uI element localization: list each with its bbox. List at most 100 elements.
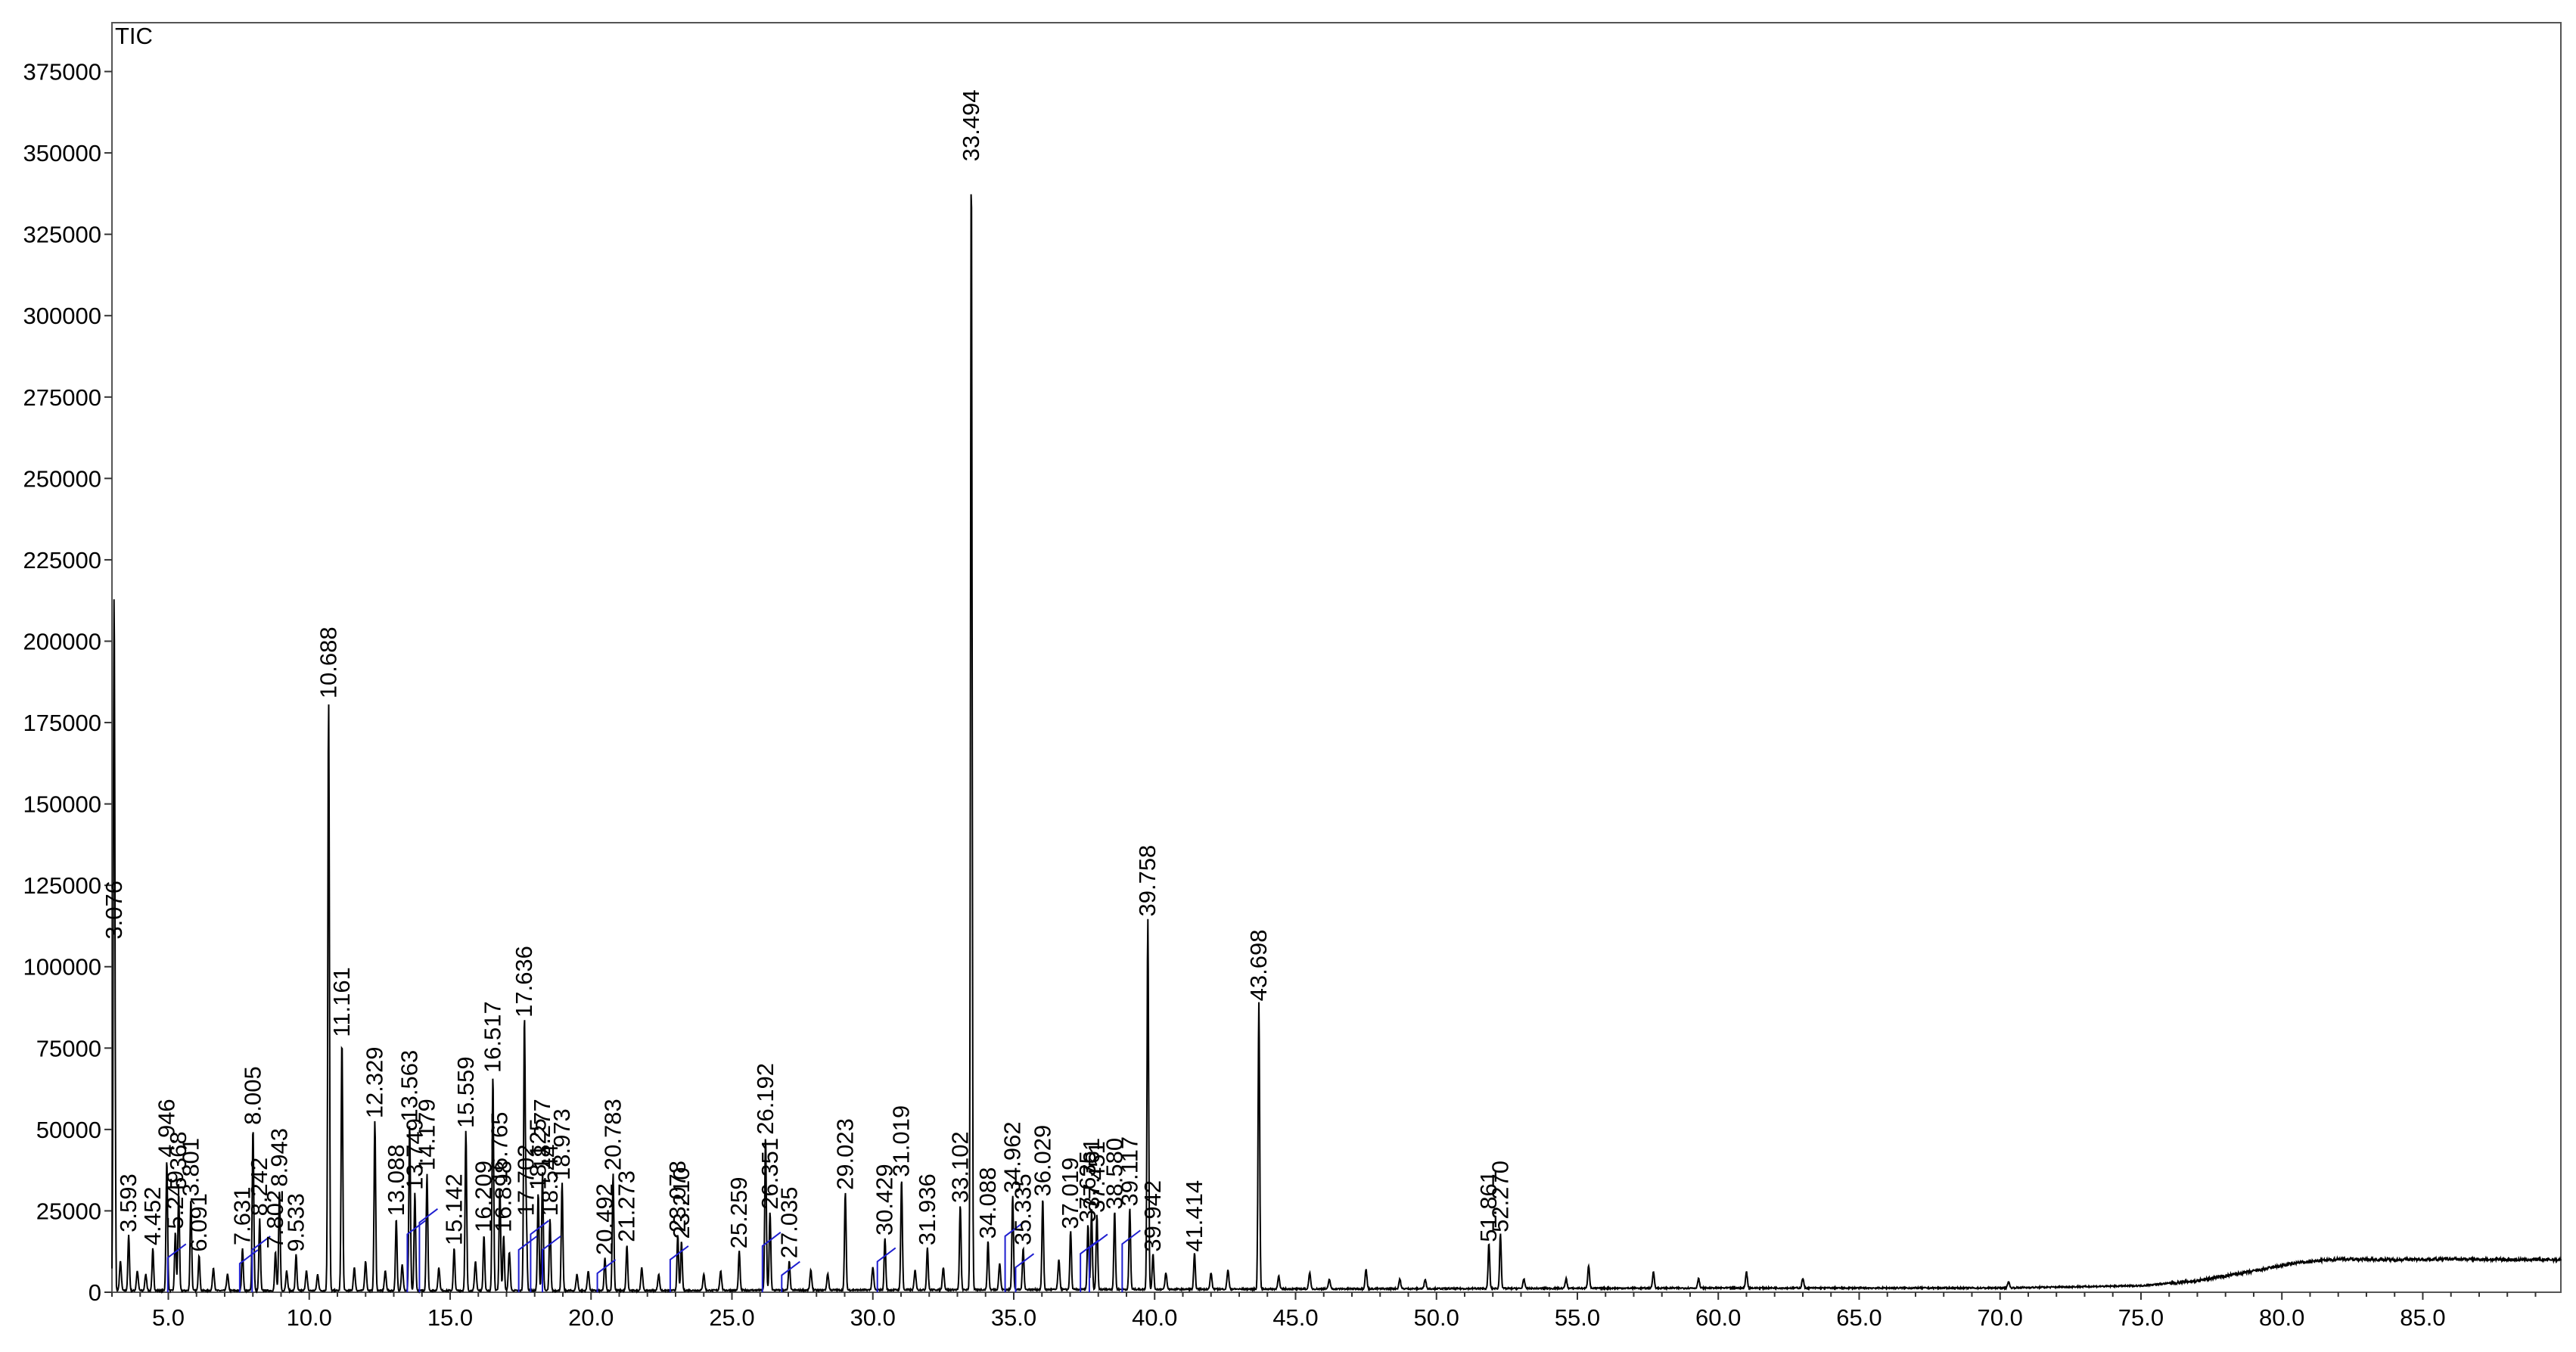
x-tick-label: 50.0 (1414, 1304, 1459, 1331)
x-axis: 5.0 10.0 15.0 20.0 25.0 30.0 35.0 40.0 45.0 50.0 5… (111, 1292, 2537, 1331)
peak-label: 3.801 (177, 1138, 204, 1197)
peak-label: 17.702 (513, 1145, 539, 1217)
peak-label: 23.078 (664, 1161, 691, 1232)
peak-label: 39.942 (1139, 1180, 1166, 1252)
peak-label: 8.943 (266, 1128, 292, 1187)
y-tick-label: 50000 (36, 1117, 101, 1143)
peak-label: 34.088 (974, 1167, 1001, 1239)
y-tick-label: 225000 (23, 547, 101, 573)
peak-label: 41.414 (1181, 1180, 1207, 1252)
integration-mark (418, 1208, 439, 1292)
peak-label: 37.451 (1083, 1141, 1110, 1213)
integration-mark (596, 1259, 617, 1292)
peak-label: 17.636 (511, 946, 537, 1018)
peak-label: 25.259 (726, 1177, 752, 1249)
peak-label: 20.492 (592, 1183, 618, 1255)
peak-label: 31.936 (914, 1173, 940, 1245)
peak-label: 35.335 (1009, 1173, 1036, 1245)
peak-label: 4.946 (153, 1099, 179, 1158)
tic-trace-line (111, 194, 2562, 1295)
y-tick-label: 150000 (23, 791, 101, 818)
integration-mark (1121, 1229, 1141, 1292)
integration-mark (166, 1243, 187, 1292)
integration-mark (251, 1235, 271, 1292)
x-tick-label: 25.0 (709, 1304, 754, 1331)
y-tick-label: 25000 (36, 1198, 101, 1224)
integration-mark (1088, 1233, 1108, 1292)
peak-label: 43.698 (1245, 930, 1272, 1002)
peak-label: 12.329 (362, 1046, 388, 1118)
peak-label: 38.580 (1101, 1138, 1127, 1210)
y-tick-label: 0 (89, 1279, 101, 1306)
peak-label: 15.142 (440, 1173, 467, 1245)
integration-mark (781, 1260, 800, 1292)
peak-label: 11.161 (328, 967, 355, 1037)
x-tick-label: 55.0 (1555, 1304, 1600, 1331)
peak-label: 37.019 (1057, 1158, 1083, 1229)
peak-label: 7.631 (229, 1186, 256, 1245)
peak-label: 26.192 (752, 1063, 778, 1135)
x-tick-label: 45.0 (1272, 1304, 1318, 1331)
peak-label: 30.429 (872, 1164, 898, 1235)
x-tick-label: 70.0 (1978, 1304, 2023, 1331)
x-tick-label: 80.0 (2259, 1304, 2304, 1331)
integration-mark (1015, 1253, 1035, 1292)
peak-label: 33.102 (946, 1131, 973, 1203)
integration-marks (166, 1208, 1141, 1292)
y-tick-label: 350000 (23, 140, 101, 166)
peak-label: 23.210 (668, 1167, 694, 1239)
y-tick-label: 200000 (23, 628, 101, 654)
peak-label: 6.091 (185, 1193, 212, 1252)
peak-label: 5.249 (162, 1170, 188, 1229)
peak-label: 21.273 (614, 1170, 640, 1242)
chart-title: TIC (115, 23, 153, 49)
peak-label: 18.973 (548, 1108, 575, 1180)
peak-label: 14.179 (413, 1099, 440, 1170)
peak-label: 13.088 (383, 1145, 409, 1217)
peak-label: 8.242 (246, 1158, 272, 1217)
x-tick-label: 85.0 (2400, 1304, 2445, 1331)
peak-label: 51.861 (1475, 1170, 1502, 1242)
peak-label: 39.117 (1116, 1136, 1142, 1207)
peak-label: 16.765 (486, 1111, 513, 1183)
integration-mark (761, 1232, 782, 1292)
y-tick-label: 75000 (36, 1035, 101, 1061)
x-tick-label: 40.0 (1132, 1304, 1177, 1331)
peak-label: 39.758 (1134, 845, 1161, 917)
x-tick-label: 75.0 (2118, 1304, 2164, 1331)
peak-label: 34.962 (999, 1121, 1026, 1193)
peak-label: 37.761 (1078, 1138, 1105, 1210)
peak-label: 16.209 (471, 1161, 497, 1232)
y-axis: 0 25000 50000 75000 100000 125000 150000 175000… (23, 59, 112, 1306)
peak-label: 16.517 (480, 1001, 506, 1073)
peak-label: 26.351 (757, 1138, 783, 1210)
plot-frame (111, 22, 2562, 1293)
peak-label: 10.688 (315, 626, 341, 698)
peak-label: 13.749 (401, 1118, 427, 1190)
peak-label: 29.023 (831, 1118, 858, 1190)
y-tick-label: 250000 (23, 465, 101, 492)
peak-label: 18.544 (536, 1145, 563, 1217)
peak-label: 7.802 (262, 1190, 288, 1249)
peak-label: 36.029 (1029, 1125, 1055, 1197)
peak-label: 18.125 (524, 1118, 551, 1190)
y-tick-label: 175000 (23, 710, 101, 736)
peak-label: 37.635 (1074, 1151, 1101, 1223)
integration-mark (669, 1245, 689, 1292)
x-tick-label: 65.0 (1836, 1304, 1882, 1331)
integration-mark (1004, 1222, 1024, 1292)
y-tick-label: 275000 (23, 384, 101, 411)
x-tick-label: 10.0 (287, 1304, 332, 1331)
peak-label: 4.452 (139, 1186, 166, 1245)
peak-label: 3.076 (101, 881, 127, 940)
tic-trace (111, 194, 2562, 1295)
x-tick-label: 60.0 (1695, 1304, 1741, 1331)
y-tick-label: 100000 (23, 954, 101, 981)
peak-label: 3.593 (115, 1173, 141, 1232)
y-tick-label: 375000 (23, 59, 101, 85)
peak-label: 18.277 (529, 1099, 555, 1170)
peak-label: 16.898 (490, 1161, 517, 1232)
y-tick-label: 300000 (23, 303, 101, 329)
peak-label: 52.270 (1487, 1161, 1513, 1232)
